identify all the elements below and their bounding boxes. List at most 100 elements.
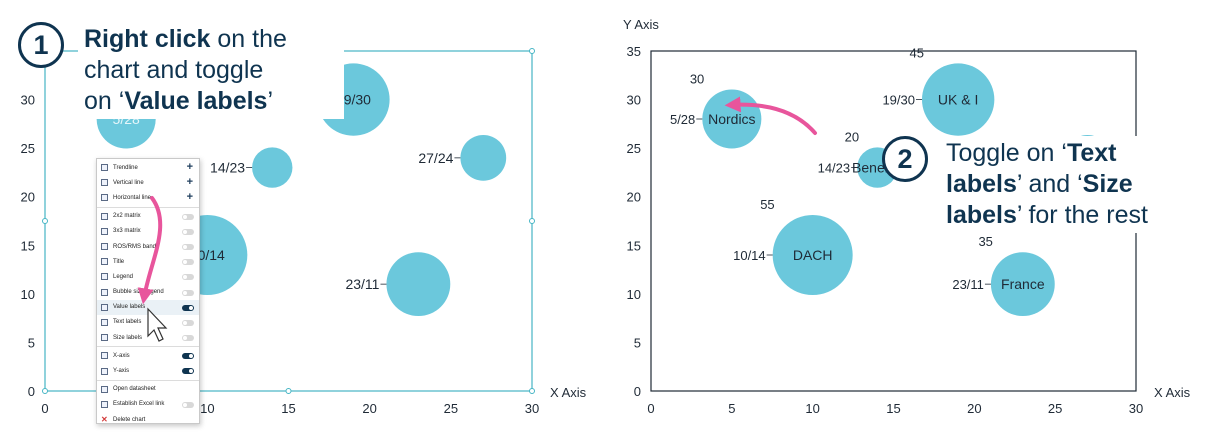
step-2-text-b: ’ and ‘ (1016, 170, 1083, 198)
menu-item-label: Delete chart (113, 416, 146, 423)
add-icon[interactable]: + (186, 161, 193, 173)
value-label: 5/28 (670, 112, 695, 127)
menu-item-value-labels[interactable]: Value labels (97, 299, 199, 315)
value-label: 23/11 (952, 277, 984, 292)
menu-item-label: Title (113, 258, 125, 265)
menu-item-label: 3x3 matrix (113, 228, 141, 235)
menu-item-title[interactable]: Title (97, 254, 199, 269)
menu-item-legend[interactable]: Legend (97, 269, 199, 284)
step-2-bold-c: Size (1082, 170, 1133, 198)
y-tick-label: 0 (28, 384, 35, 399)
value-label: 19/30 (336, 92, 371, 108)
menu-item-text-labels[interactable]: Text labels (97, 315, 199, 330)
menu-item-bubble-size-legend[interactable]: Bubble size legend (97, 285, 199, 300)
size-label: 45 (910, 45, 924, 60)
menu-item-label: Legend (113, 273, 134, 280)
selection-handle (42, 218, 48, 224)
menu-item-delete-chart[interactable]: ✕ Delete chart (97, 412, 199, 427)
toggle-switch[interactable] (182, 274, 194, 281)
title-icon (101, 258, 108, 266)
menu-item-label: Open datasheet (113, 386, 156, 393)
x-axis-title: X Axis (550, 385, 587, 400)
menu-item-2x2-matrix[interactable]: 2x2 matrix (97, 209, 199, 224)
toggle-switch[interactable] (182, 353, 194, 360)
toggle-switch[interactable] (182, 319, 194, 326)
context-menu: Trendline + Vertical line + Horizontal line +… (96, 158, 200, 424)
step-1-bold-b: Value labels (124, 87, 268, 115)
toggle-switch[interactable] (182, 228, 194, 235)
step-1-bold-a: Right click (84, 25, 211, 53)
open-datasheet-icon (101, 385, 108, 393)
text-label: Nordics (708, 111, 755, 127)
toggle-switch[interactable] (182, 259, 194, 266)
add-icon[interactable]: + (186, 176, 193, 189)
bubble (772, 215, 853, 295)
step-2-bold-b: labels (946, 170, 1017, 198)
menu-item-vertical-line[interactable]: Vertical line + (97, 175, 199, 190)
menu-item-x-axis[interactable]: X-axis (97, 348, 199, 363)
legend-icon (101, 273, 108, 281)
size-label: 20 (845, 129, 859, 144)
menu-item-horizontal-line[interactable]: Horizontal line + (97, 190, 199, 205)
menu-item-y-axis[interactable]: Y-axis (97, 363, 199, 378)
ros-rms-bands-icon (101, 243, 108, 251)
y-tick-label: 35 (627, 44, 641, 59)
menu-item-label: Establish Excel link (113, 401, 165, 408)
step-2-text-a: Toggle on ‘ (946, 139, 1067, 167)
x-tick-label: 30 (1129, 401, 1143, 416)
menu-item-trendline[interactable]: Trendline + (97, 160, 199, 175)
x-tick-label: 15 (281, 401, 295, 416)
value-labels-icon (101, 303, 108, 311)
toggle-switch[interactable] (182, 289, 194, 296)
y-tick-label: 20 (21, 190, 35, 205)
x-axis-icon (101, 352, 108, 360)
bubble (386, 252, 451, 317)
toggle-switch[interactable] (182, 401, 194, 408)
y-tick-label: 25 (21, 141, 35, 156)
x-tick-label: 0 (41, 401, 48, 416)
menu-item-size-labels[interactable]: Size labels (97, 330, 199, 345)
text-label: DACH (793, 247, 833, 263)
menu-item-ros-rms-bands[interactable]: ROS/RMS bands (97, 239, 199, 254)
bubble-size-legend-icon (101, 288, 108, 296)
menu-separator (97, 379, 199, 381)
size-label: 55 (760, 197, 774, 212)
menu-item-label: 2x2 matrix (113, 213, 141, 220)
x-tick-label: 25 (444, 401, 458, 416)
menu-item-label: Value labels (113, 304, 146, 311)
toggle-switch[interactable] (182, 243, 194, 250)
menu-item-label: Size labels (113, 334, 143, 341)
y-tick-label: 0 (634, 384, 641, 399)
menu-separator (97, 346, 199, 348)
selection-handle (285, 388, 292, 394)
size-labels-icon (101, 334, 108, 342)
x-axis-title: X Axis (1154, 385, 1191, 400)
3x3-matrix-icon (101, 227, 108, 235)
toggle-switch[interactable] (182, 213, 194, 220)
step-1-text-d: ’ (267, 87, 274, 115)
value-label: 23/11 (345, 276, 379, 292)
y-tick-label: 30 (627, 93, 641, 108)
menu-item-establish-excel-link[interactable]: Establish Excel link (97, 397, 199, 412)
vertical-line-icon (101, 179, 108, 187)
menu-item-open-datasheet[interactable]: Open datasheet (97, 382, 199, 397)
menu-item-3x3-matrix[interactable]: 3x3 matrix (97, 224, 199, 239)
step-2-number: 2 (897, 143, 913, 174)
bubble (460, 134, 507, 181)
toggle-switch[interactable] (182, 368, 194, 375)
trendline-icon (101, 164, 108, 172)
add-icon[interactable]: + (186, 191, 193, 204)
toggle-switch[interactable] (182, 335, 194, 342)
menu-item-label: Bubble size legend (113, 289, 164, 296)
toggle-switch[interactable] (182, 304, 194, 311)
step-1-number: 1 (33, 29, 49, 60)
step-2-text-c: ’ for the rest (1016, 201, 1148, 229)
size-label: 35 (978, 234, 992, 249)
menu-item-label: Y-axis (113, 368, 130, 375)
bubble (252, 147, 293, 188)
step-1-badge: 1 (18, 22, 64, 68)
y-tick-label: 5 (634, 335, 641, 350)
x-tick-label: 5 (728, 401, 735, 416)
bubble (921, 63, 995, 136)
menu-separator (97, 206, 199, 208)
